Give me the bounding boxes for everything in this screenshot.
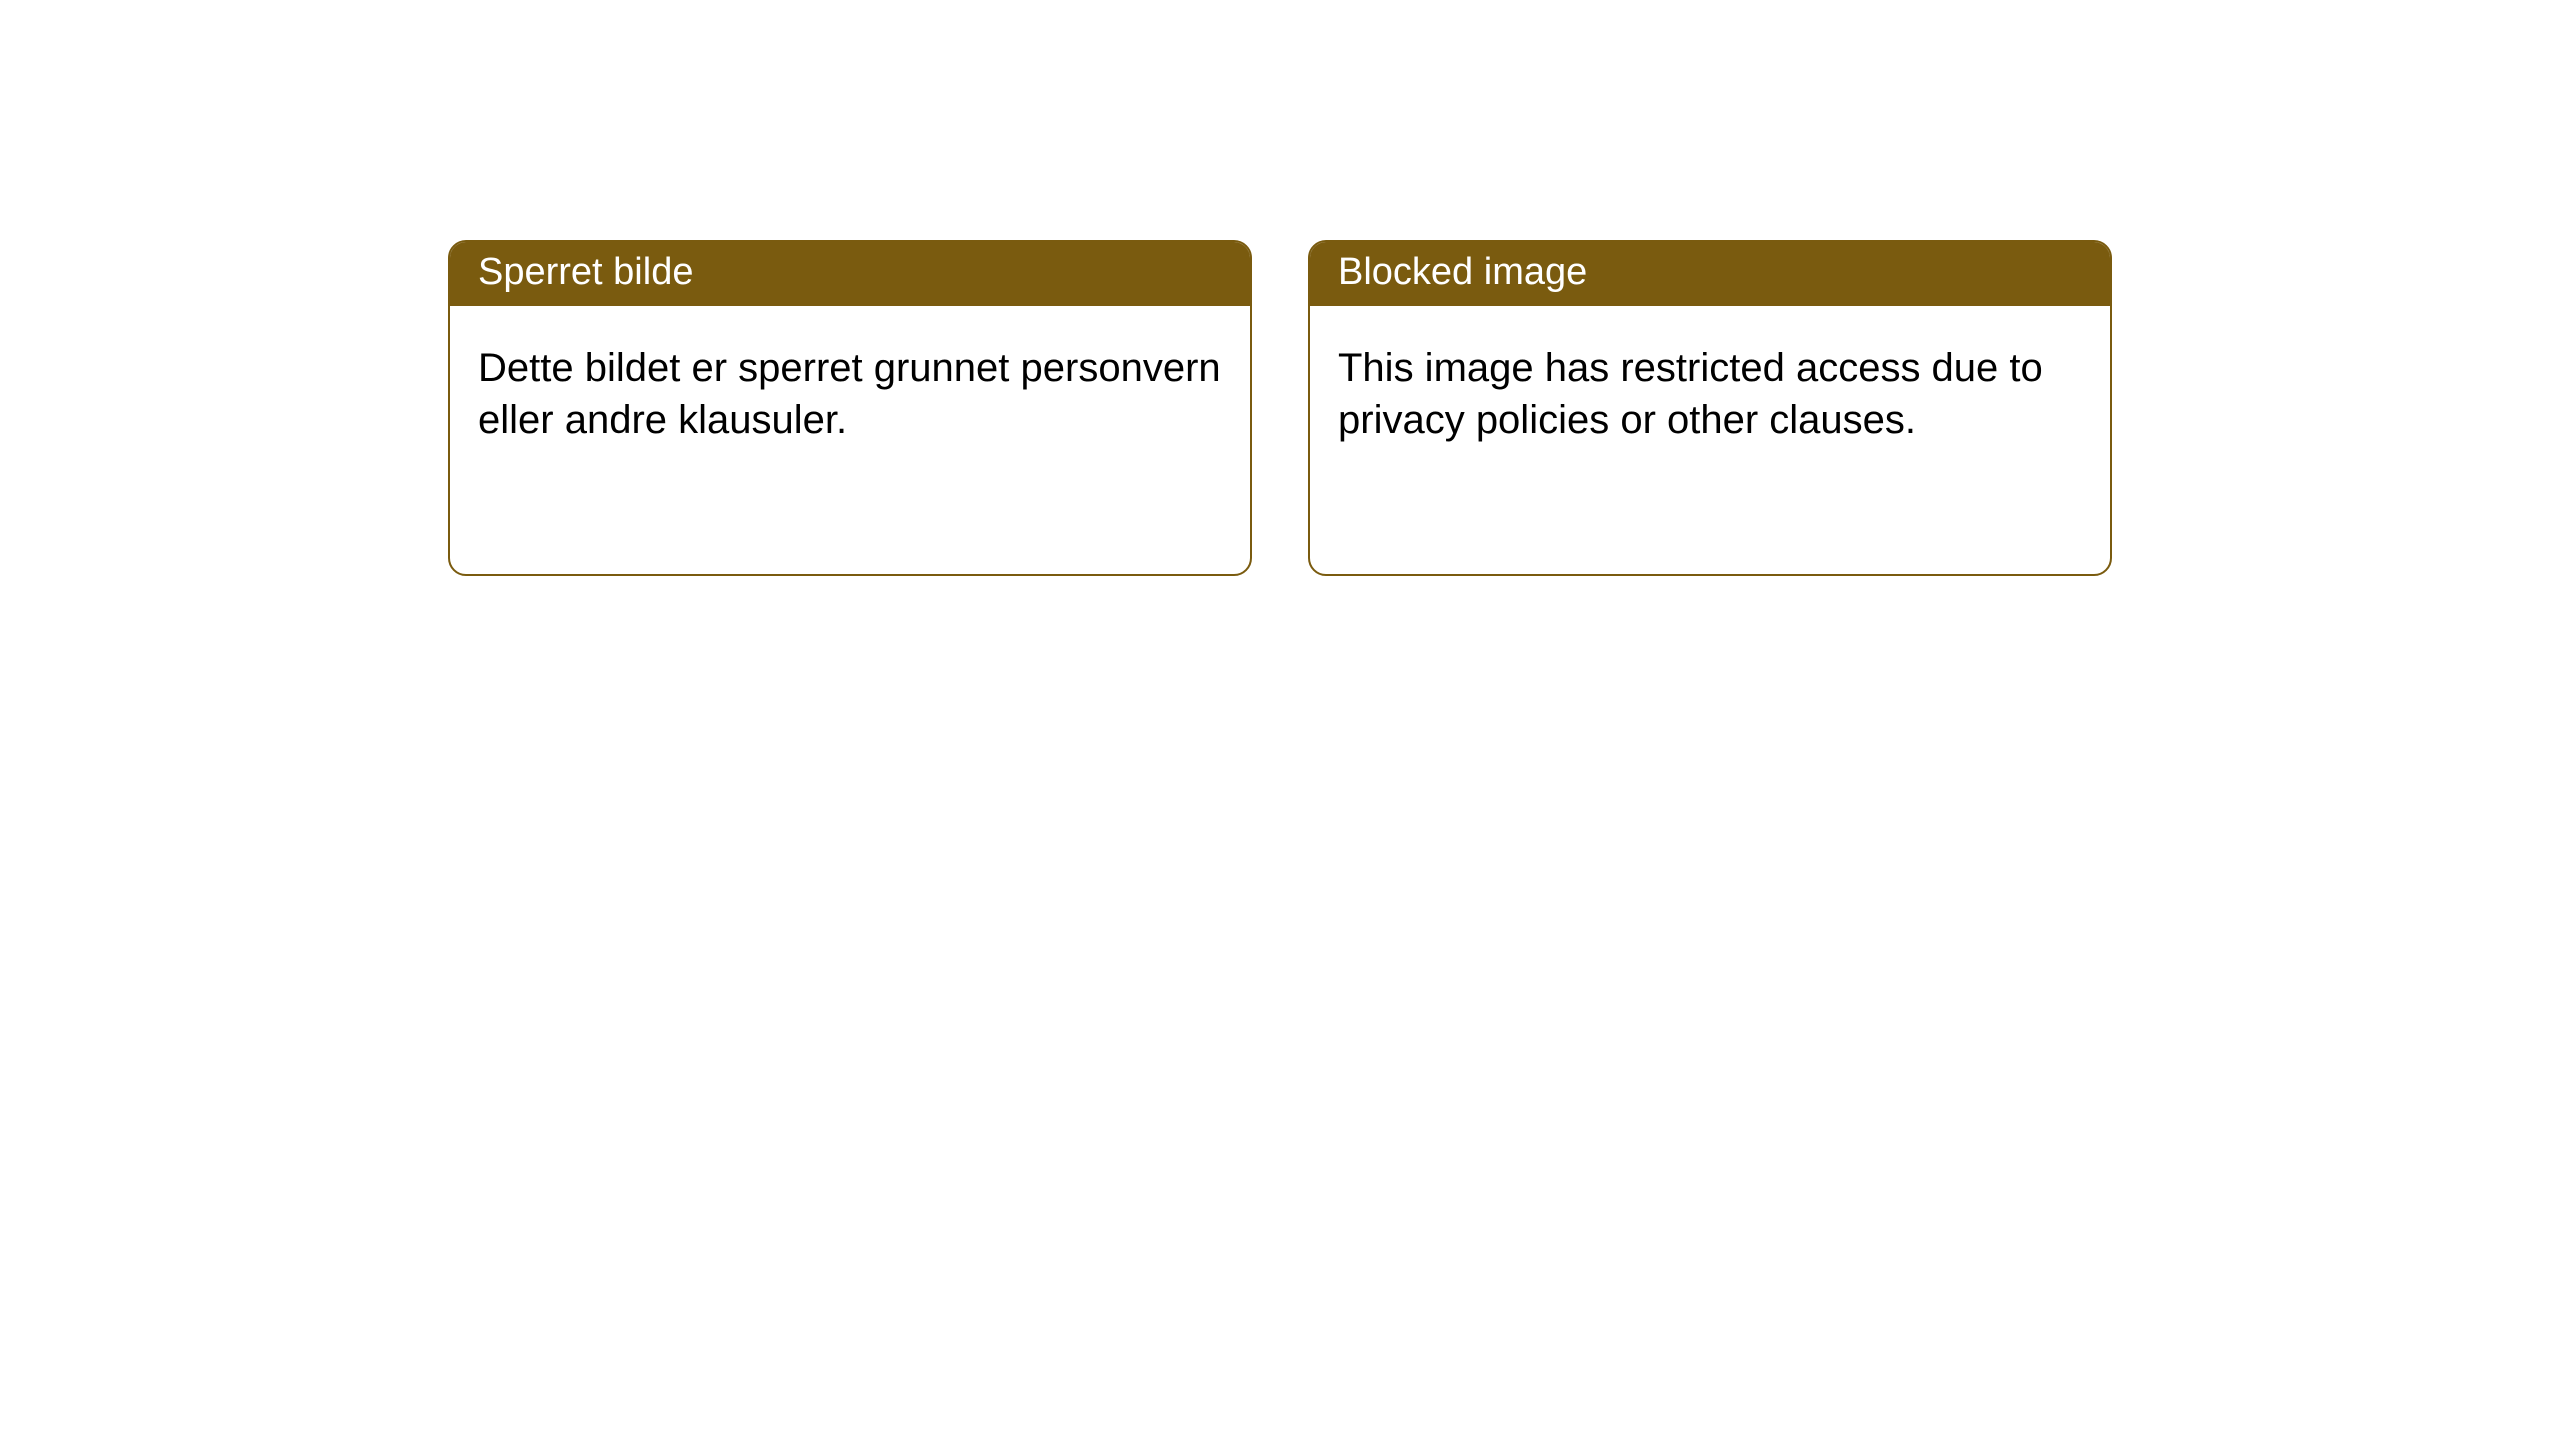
notice-body: This image has restricted access due to … — [1310, 306, 2110, 484]
notice-header: Blocked image — [1310, 242, 2110, 306]
notice-body: Dette bildet er sperret grunnet personve… — [450, 306, 1250, 484]
notice-card-norwegian: Sperret bilde Dette bildet er sperret gr… — [448, 240, 1252, 576]
notice-header: Sperret bilde — [450, 242, 1250, 306]
notice-container: Sperret bilde Dette bildet er sperret gr… — [0, 0, 2560, 576]
notice-card-english: Blocked image This image has restricted … — [1308, 240, 2112, 576]
